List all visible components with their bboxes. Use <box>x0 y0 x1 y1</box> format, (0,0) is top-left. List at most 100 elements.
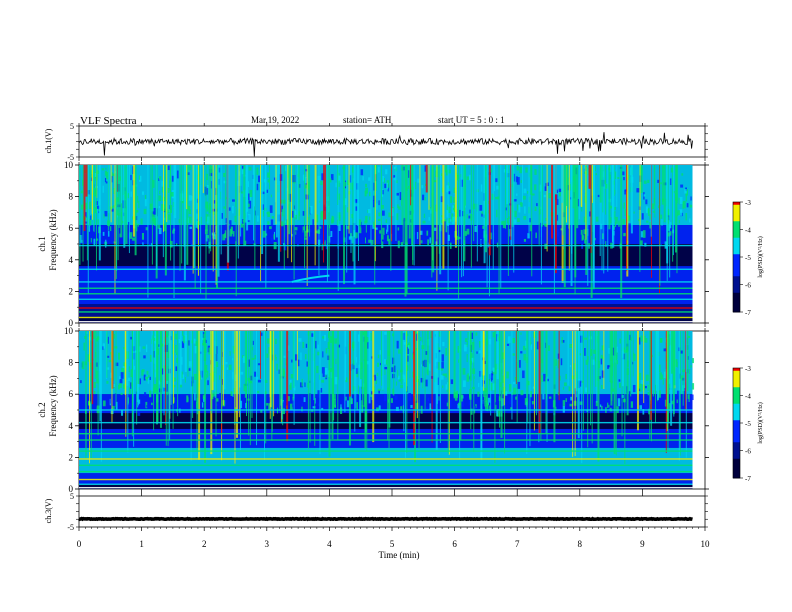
sferic-line <box>454 165 457 248</box>
colorbar-swatch <box>733 279 740 283</box>
sferic-line <box>468 331 470 377</box>
sferic-line <box>510 165 513 246</box>
spectral-speckle <box>190 240 193 247</box>
sferic-line <box>470 165 472 268</box>
sferic-line <box>581 331 583 464</box>
spectral-speckle <box>234 215 237 223</box>
sferic-line <box>216 165 219 288</box>
spectral-speckle <box>330 174 334 181</box>
spectral-speckle <box>390 398 393 403</box>
sferic-line <box>270 331 273 408</box>
sferic-line <box>350 165 352 253</box>
spectral-speckle <box>446 209 448 218</box>
spectral-speckle <box>130 336 133 340</box>
spectral-speckle <box>281 205 283 212</box>
spectral-speckle <box>276 363 278 371</box>
time-tick-label: 8 <box>578 539 583 549</box>
spectral-speckle <box>644 242 647 247</box>
sferic-line <box>511 331 513 420</box>
sferic-line <box>133 331 135 447</box>
narrowband-line <box>79 458 693 460</box>
spectral-speckle <box>676 399 678 404</box>
sferic-line <box>271 331 273 432</box>
spectral-speckle <box>557 229 559 237</box>
sferic-line <box>286 331 289 442</box>
spectral-speckle <box>143 208 147 215</box>
sferic-line <box>436 331 438 404</box>
spectral-speckle <box>147 377 149 384</box>
sferic-line <box>259 331 261 379</box>
spectral-speckle <box>106 355 110 358</box>
sferic-line <box>372 331 375 443</box>
spectral-speckle <box>378 405 381 410</box>
spectral-speckle <box>94 207 98 214</box>
sferic-line <box>603 165 605 274</box>
sferic-line <box>521 165 523 203</box>
colorbar-swatch <box>733 221 740 225</box>
sferic-line <box>198 331 201 460</box>
spectral-speckle <box>602 356 604 359</box>
colorbar-swatch <box>733 202 740 206</box>
spectral-speckle <box>191 195 193 200</box>
frequency-band <box>79 304 693 317</box>
sferic-line <box>685 331 687 458</box>
sferic-line <box>91 165 93 214</box>
spectral-speckle <box>338 175 341 183</box>
spectral-speckle <box>525 167 528 173</box>
spectral-speckle <box>398 379 401 382</box>
spectral-speckle <box>437 362 441 370</box>
colorbar-swatch <box>733 373 740 377</box>
sferic-line <box>235 165 237 297</box>
colorbar-swatch <box>733 390 740 394</box>
spectral-speckle <box>145 401 148 409</box>
sferic-line <box>353 165 356 285</box>
colorbar-swatch <box>733 292 740 296</box>
spectral-speckle <box>420 377 424 383</box>
colorbar-swatch <box>733 368 740 372</box>
spectral-speckle <box>556 199 559 206</box>
spectral-speckle <box>120 392 123 396</box>
sferic-line <box>190 331 192 461</box>
sferic-line <box>106 331 108 378</box>
spectral-speckle <box>478 382 480 388</box>
spectral-speckle <box>652 390 654 397</box>
spectral-speckle <box>178 219 180 224</box>
time-tick-label: 3 <box>265 539 270 549</box>
spectral-speckle <box>260 409 263 413</box>
colorbar-swatch <box>733 464 740 468</box>
spectral-speckle <box>488 338 492 345</box>
spectral-speckle <box>445 384 448 390</box>
sferic-line <box>123 165 126 248</box>
spectral-speckle <box>146 377 148 382</box>
sferic-line <box>352 165 354 262</box>
spectral-speckle <box>480 184 483 192</box>
spectral-speckle <box>167 209 170 214</box>
sferic-line <box>115 331 117 408</box>
spectral-speckle <box>438 347 442 352</box>
spectral-speckle <box>613 212 616 220</box>
spectral-speckle <box>429 237 432 244</box>
spectral-speckle <box>201 337 205 341</box>
sferic-line <box>309 331 311 443</box>
spectral-speckle <box>127 377 131 381</box>
spectral-speckle <box>208 207 212 213</box>
spectral-speckle <box>356 402 359 410</box>
spectral-speckle <box>223 206 226 209</box>
sferic-line <box>554 165 557 274</box>
sferic-line <box>630 331 632 397</box>
spectral-speckle <box>355 357 358 363</box>
spectral-speckle <box>416 231 419 240</box>
sferic-line <box>215 331 217 437</box>
sferic-line <box>85 165 88 197</box>
colorbar-swatch <box>733 224 740 228</box>
spectral-speckle <box>483 380 485 384</box>
ch1-waveform-series <box>76 125 708 158</box>
sferic-line <box>177 331 179 417</box>
spectral-speckle <box>158 344 160 347</box>
sferic-line <box>211 331 214 391</box>
spectral-speckle <box>644 385 647 389</box>
spectral-speckle <box>306 361 308 367</box>
spectral-speckle <box>158 206 161 209</box>
spectral-speckle <box>600 354 603 360</box>
spectral-speckle <box>513 199 517 202</box>
